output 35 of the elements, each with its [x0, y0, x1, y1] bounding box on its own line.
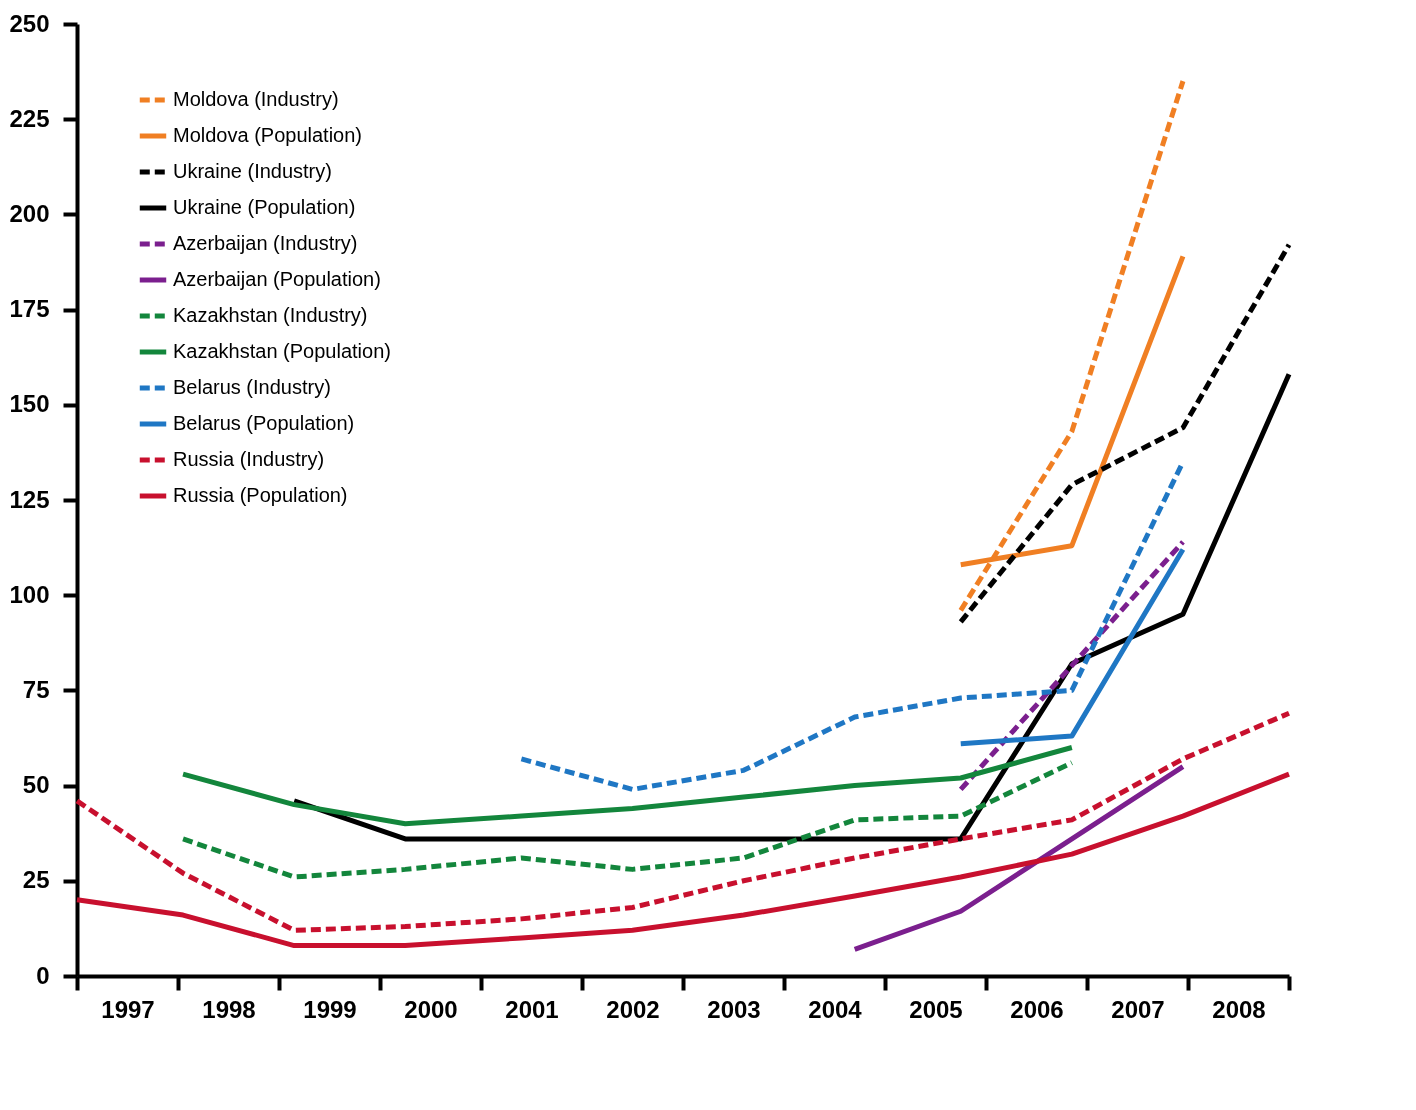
y-tick-label: 125 [9, 485, 50, 513]
y-tick-label: 225 [9, 104, 50, 132]
legend-label: Azerbaijan (Industry) [173, 232, 358, 254]
legend-label: Moldova (Industry) [173, 88, 339, 110]
legend-label: Russia (Population) [173, 484, 348, 506]
x-tick-label: 1998 [202, 995, 256, 1023]
y-tick-label: 0 [36, 961, 50, 989]
y-tick-label: 50 [22, 771, 50, 799]
y-tick-label: 25 [22, 866, 50, 894]
legend-label: Kazakhstan (Industry) [173, 304, 368, 326]
x-tick-label: 2004 [808, 995, 863, 1023]
y-tick-label: 100 [9, 580, 50, 608]
x-tick-label: 1997 [101, 995, 155, 1023]
legend-label: Belarus (Industry) [173, 376, 331, 398]
y-tick-label: 150 [9, 390, 50, 418]
legend-label: Belarus (Population) [173, 412, 355, 434]
x-tick-label: 2005 [909, 995, 963, 1023]
x-tick-label: 2003 [707, 995, 761, 1023]
legend-label: Azerbaijan (Population) [173, 268, 381, 290]
y-tick-label: 200 [9, 199, 50, 227]
x-tick-label: 2006 [1010, 995, 1064, 1023]
y-tick-label: 250 [9, 9, 50, 37]
legend-label: Kazakhstan (Population) [173, 340, 391, 362]
legend-label: Russia (Industry) [173, 448, 325, 470]
y-tick-label: 75 [22, 675, 50, 703]
x-tick-label: 2007 [1111, 995, 1165, 1023]
y-tick-label: 175 [9, 295, 50, 323]
x-tick-label: 2002 [606, 995, 660, 1023]
x-tick-label: 1999 [303, 995, 357, 1023]
x-tick-label: 2001 [505, 995, 559, 1023]
x-tick-label: 2000 [404, 995, 458, 1023]
legend-label: Moldova (Population) [173, 124, 362, 146]
x-tick-label: 2008 [1212, 995, 1266, 1023]
legend-label: Ukraine (Population) [173, 196, 356, 218]
legend-label: Ukraine (Industry) [173, 160, 332, 182]
